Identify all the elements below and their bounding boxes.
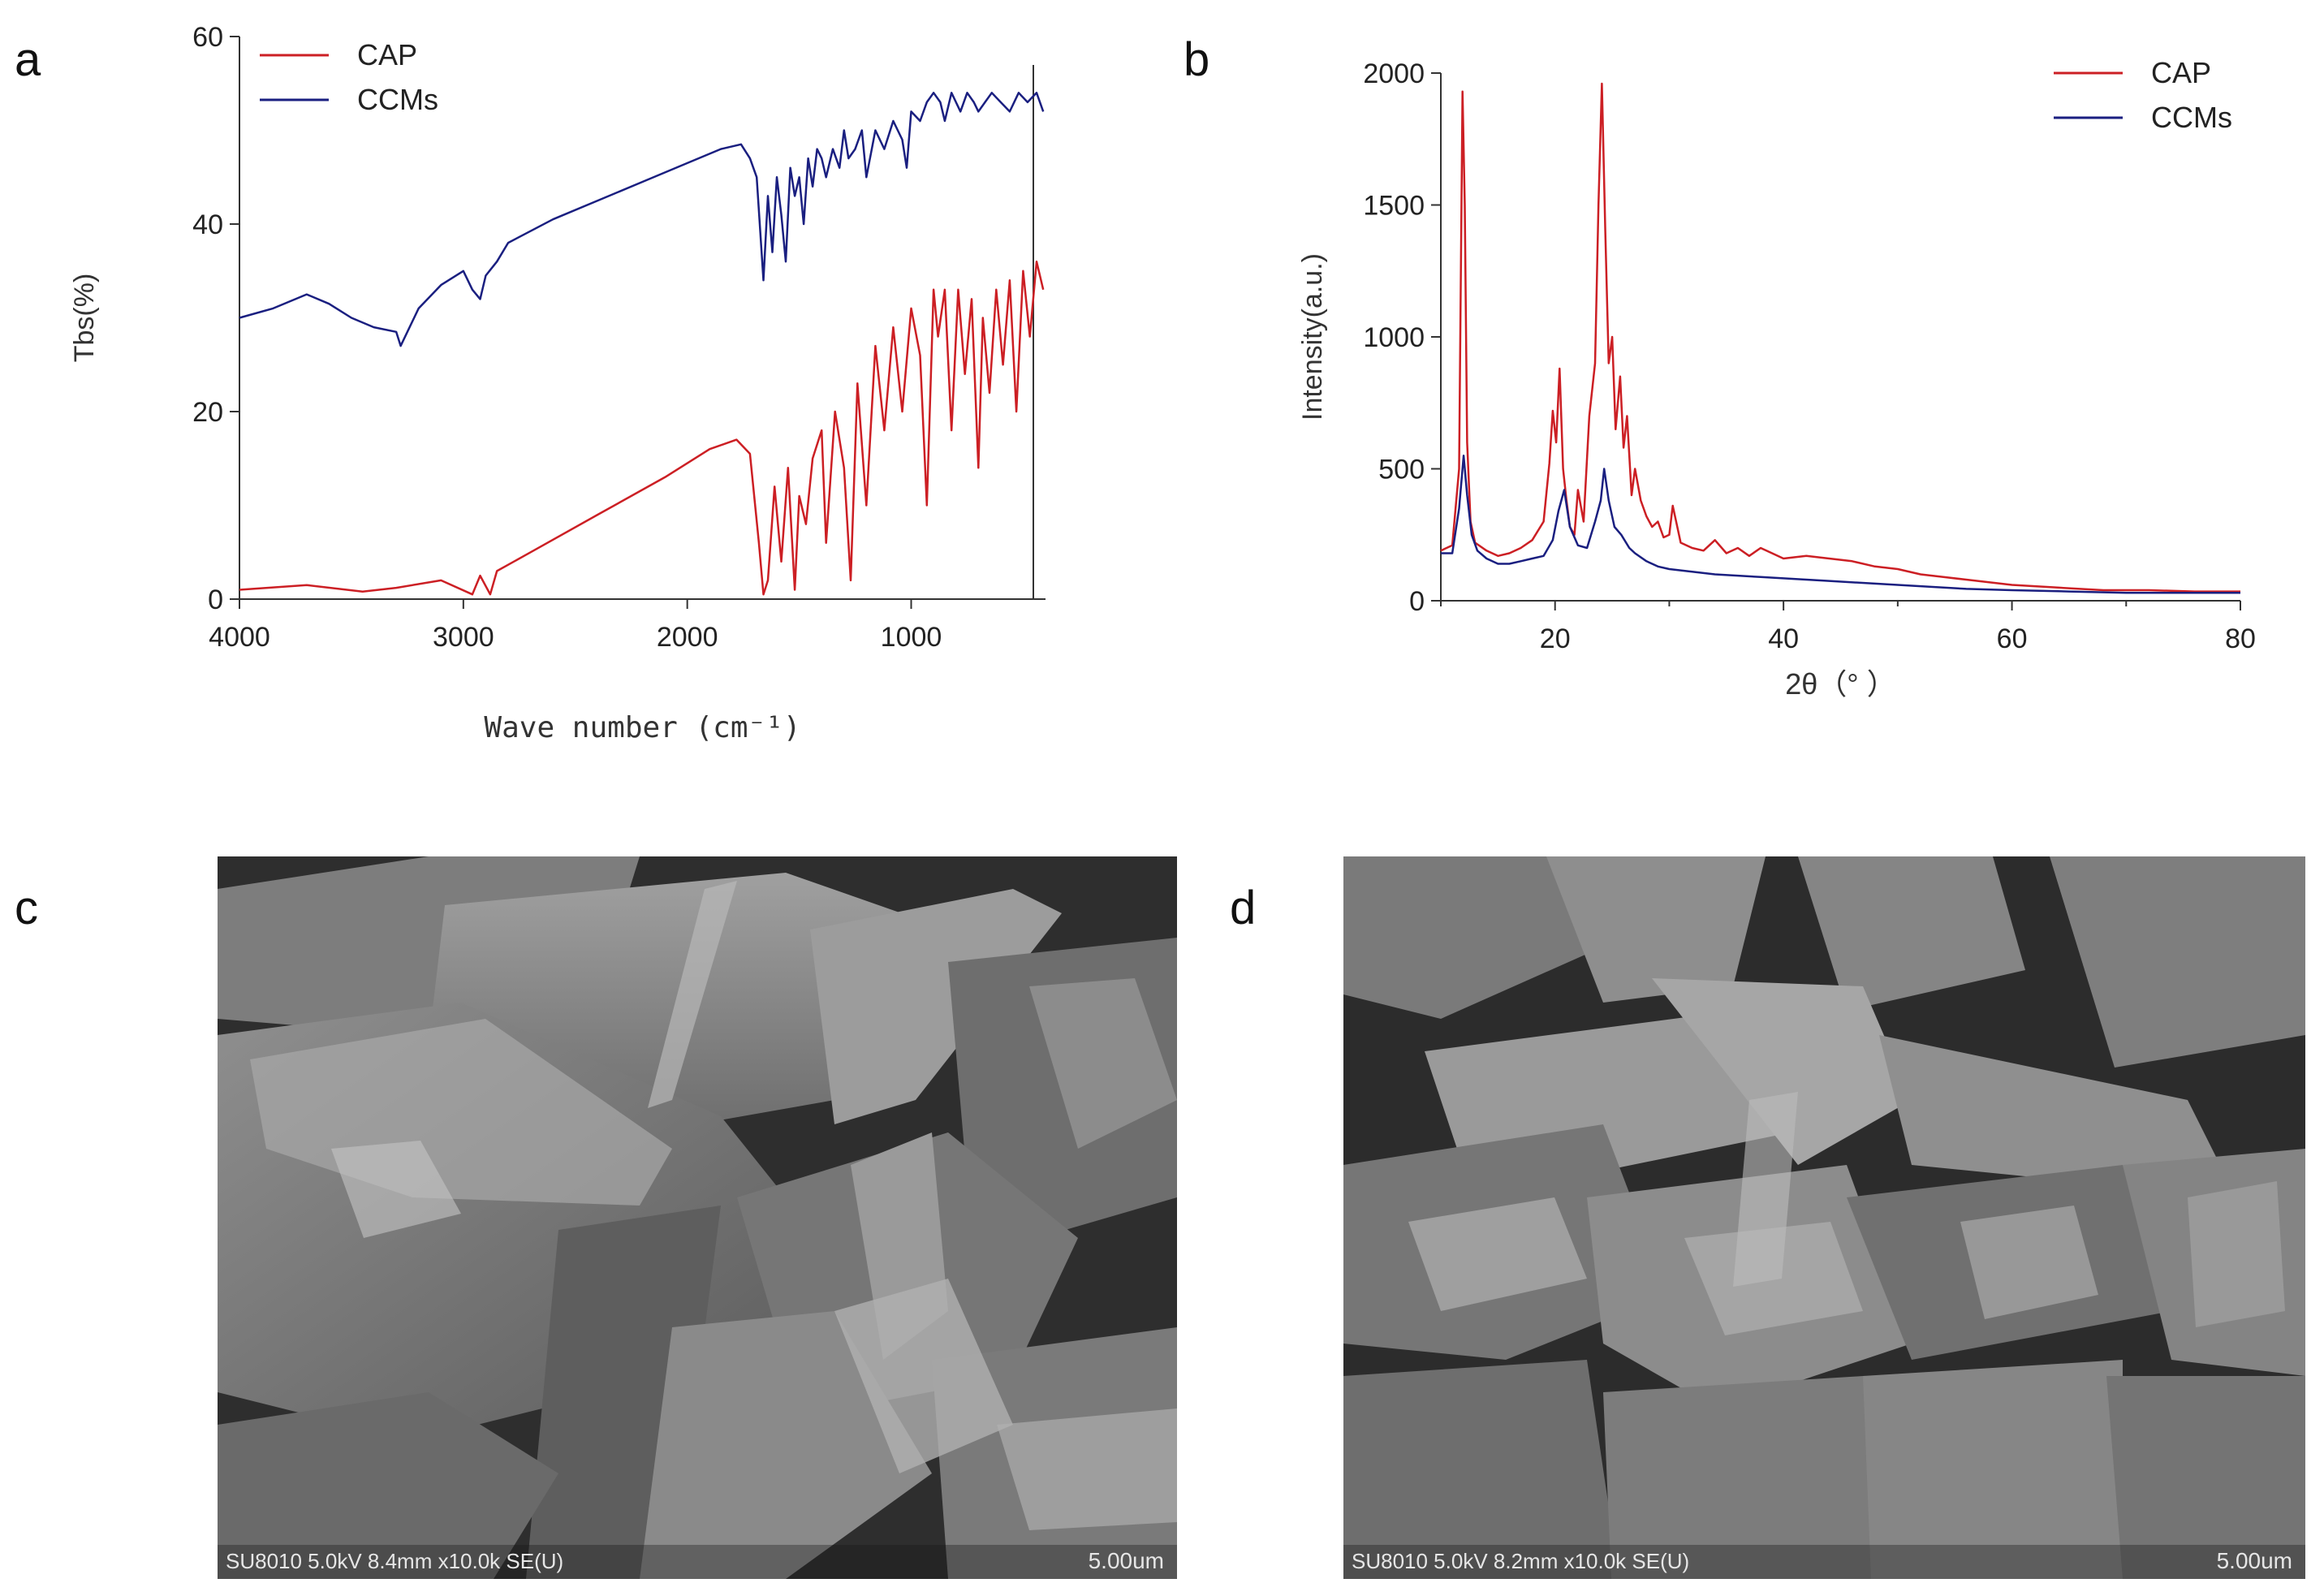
sem-info-bar-c [218,1545,1177,1579]
y-axis-label: Tbs(%) [69,274,100,363]
y-tick-label: 1500 [1363,191,1425,222]
y-tick-label: 40 [192,209,223,240]
y-tick-label: 500 [1378,455,1425,485]
sem-info-c: SU8010 5.0kV 8.4mm x10.0k SE(U) [226,1549,564,1573]
sem-image-d: SU8010 5.0kV 8.2mm x10.0k SE(U) 5.00um [1343,856,2305,1579]
sem-info-bar-d [1343,1545,2305,1579]
x-axis-label: 2θ（° ） [1785,667,1895,701]
legend-label-ccms: CCMs [357,83,438,116]
x-tick-label: 2000 [657,622,718,653]
x-tick-label: 40 [1768,623,1799,654]
panel-letter-c: c [15,882,38,934]
y-axis-label: Intensity(a.u.) [1297,253,1328,421]
y-tick-label: 20 [192,397,223,428]
panel-letter-d: d [1230,882,1257,934]
series-line-ccms [1441,455,2240,594]
series-line-ccms [239,92,1045,347]
sem-micrograph-d [1343,856,2305,1579]
legend-label-cap: CAP [2151,56,2211,89]
series-line-cap [239,260,1045,596]
x-tick-label: 20 [1540,623,1571,654]
sem-info-d: SU8010 5.0kV 8.2mm x10.0k SE(U) [1352,1549,1690,1573]
x-tick-label: 80 [2225,623,2256,654]
sem-scale-d: 5.00um [2216,1548,2292,1573]
chart-a: 4000 3000 2000 1000 0 20 40 60 Wave number (cm⁻¹… [69,22,1046,744]
panel-letter-a: a [15,33,41,86]
legend-label-ccms: CCMs [2151,101,2232,134]
y-tick-label: 0 [1409,586,1425,617]
y-tick-label: 2000 [1363,58,1425,89]
x-tick-label: 4000 [209,622,270,653]
series-line-cap [1440,82,2240,593]
sem-scale-c: 5.00um [1088,1548,1164,1573]
chart-b: 20 40 60 80 0 500 1000 1500 2000 2θ（° ） Intensity(… [1297,56,2256,701]
x-axis-label: Wave number (cm⁻¹) [484,711,800,744]
x-tick-label: 60 [1997,623,2028,654]
x-tick-label: 1000 [881,622,942,653]
y-tick-label: 0 [208,584,223,615]
sem-micrograph-c [218,856,1177,1579]
panel-letter-b: b [1184,33,1210,86]
sem-image-c: SU8010 5.0kV 8.4mm x10.0k SE(U) 5.00um [218,856,1177,1579]
y-tick-label: 60 [192,22,223,53]
legend-label-cap: CAP [357,38,417,71]
y-tick-label: 1000 [1363,322,1425,353]
x-tick-label: 3000 [433,622,494,653]
